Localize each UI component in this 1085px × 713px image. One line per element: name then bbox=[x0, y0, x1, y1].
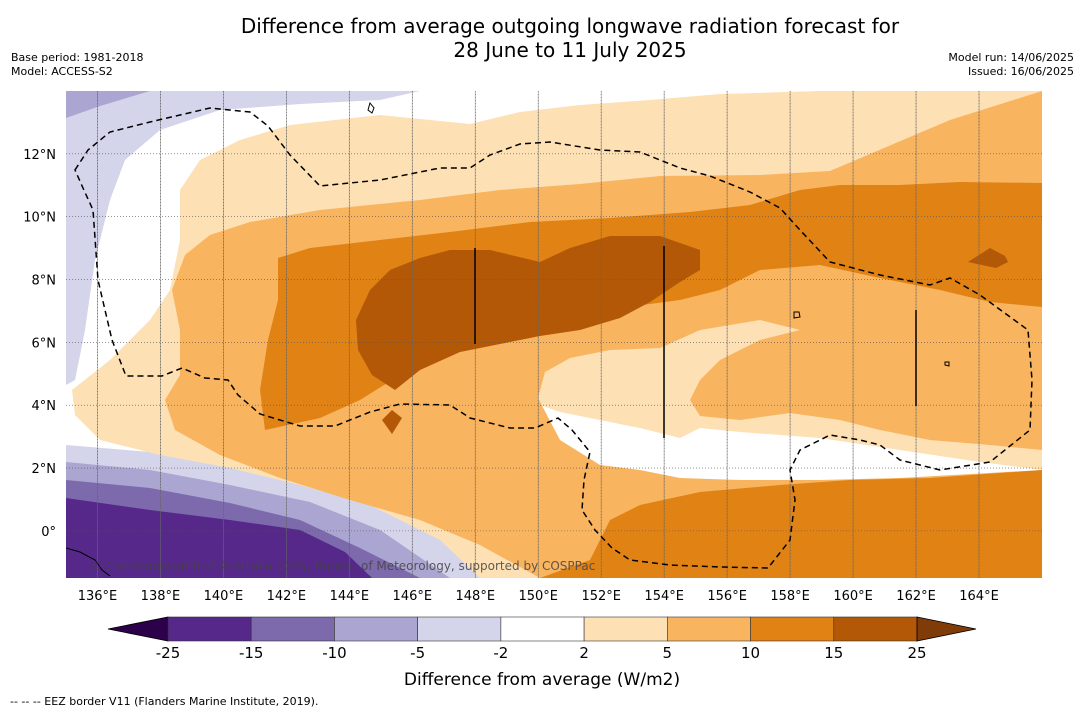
contour-minus15-south bbox=[66, 498, 372, 578]
left-meta: Base period: 1981-2018 Model: ACCESS-S2 bbox=[11, 51, 143, 79]
lat-label: 6°N bbox=[32, 336, 57, 351]
island-pohnpei bbox=[793, 311, 801, 319]
island-guam bbox=[367, 101, 375, 114]
colorbar-segment bbox=[500, 616, 585, 642]
colorbar-segment bbox=[750, 616, 835, 642]
islands bbox=[66, 101, 950, 577]
lon-label: 160°E bbox=[833, 589, 873, 604]
colorbar-tick: 25 bbox=[907, 644, 926, 662]
contour-plus15 bbox=[356, 236, 700, 390]
copyright-watermark: © Commonwealth of Australia 2025, Bureau… bbox=[90, 559, 595, 573]
lon-label: 162°E bbox=[896, 589, 936, 604]
colorbar-segment bbox=[417, 616, 502, 642]
colorbar-tick: -25 bbox=[156, 644, 181, 662]
lon-label: 156°E bbox=[707, 589, 747, 604]
title-line-2: 28 June to 11 July 2025 bbox=[453, 38, 687, 62]
colorbar-tick: 10 bbox=[741, 644, 760, 662]
base-period: Base period: 1981-2018 bbox=[11, 51, 144, 64]
island-kosrae bbox=[944, 361, 950, 367]
colorbar-label: Difference from average (W/m2) bbox=[404, 670, 680, 690]
significance-lines bbox=[474, 246, 917, 438]
lon-label: 158°E bbox=[770, 589, 810, 604]
lat-axis-labels: 12°N 10°N 8°N 6°N 4°N 2°N 0° bbox=[23, 148, 56, 540]
colorbar-segment bbox=[167, 616, 252, 642]
contour-minus2-north bbox=[66, 91, 420, 385]
issued-date: Issued: 16/06/2025 bbox=[967, 65, 1074, 78]
colorbar-tick: 2 bbox=[579, 644, 589, 662]
colorbar: -25 -15 -10 -5 -2 2 5 10 15 25 bbox=[107, 616, 977, 662]
lon-label: 146°E bbox=[393, 589, 433, 604]
contour-minus5-north bbox=[66, 91, 150, 118]
meridian-lines bbox=[97, 91, 980, 578]
map-title: Difference from average outgoing longwav… bbox=[0, 14, 1085, 62]
colorbar-tick: 15 bbox=[824, 644, 843, 662]
island-new-guinea-coast bbox=[66, 547, 111, 577]
contour-plus15-blob-2 bbox=[382, 410, 402, 434]
colorbar-segment bbox=[583, 616, 668, 642]
right-meta: Model run: 14/06/2025 Issued: 16/06/2025 bbox=[948, 51, 1074, 79]
colorbar-tick: 5 bbox=[663, 644, 673, 662]
lon-label: 152°E bbox=[581, 589, 621, 604]
lon-axis-labels: 136°E 138°E 140°E 142°E 144°E 146°E 148°E 150°E… bbox=[78, 589, 999, 604]
lat-label: 8°N bbox=[32, 274, 57, 289]
lon-label: 148°E bbox=[456, 589, 496, 604]
lat-label: 4°N bbox=[32, 399, 57, 414]
colorbar-over-arrow bbox=[916, 616, 977, 642]
colorbar-segment bbox=[833, 616, 918, 642]
lon-label: 150°E bbox=[518, 589, 558, 604]
model-name: Model: ACCESS-S2 bbox=[11, 65, 113, 78]
colorbar-under-arrow bbox=[107, 616, 169, 642]
lon-label: 140°E bbox=[204, 589, 244, 604]
eez-border-west bbox=[74, 107, 1033, 569]
map-plot bbox=[66, 91, 1042, 578]
lon-label: 136°E bbox=[78, 589, 118, 604]
lon-label: 142°E bbox=[267, 589, 307, 604]
colorbar-segment bbox=[334, 616, 418, 642]
lon-label: 138°E bbox=[141, 589, 181, 604]
lon-label: 164°E bbox=[959, 589, 999, 604]
colorbar-segment bbox=[667, 616, 751, 642]
lat-label: 0° bbox=[41, 525, 56, 540]
colorbar-tick: -5 bbox=[410, 644, 425, 662]
colorbar-tick: -2 bbox=[493, 644, 508, 662]
lon-label: 154°E bbox=[644, 589, 684, 604]
colorbar-tick: -15 bbox=[239, 644, 264, 662]
contour-plus15-blob-1 bbox=[968, 248, 1008, 268]
lon-label: 144°E bbox=[330, 589, 370, 604]
model-run: Model run: 14/06/2025 bbox=[948, 51, 1074, 64]
title-line-1: Difference from average outgoing longwav… bbox=[240, 14, 900, 38]
lat-label: 10°N bbox=[23, 211, 56, 226]
lat-label: 2°N bbox=[32, 462, 57, 477]
colorbar-segment bbox=[250, 616, 335, 642]
eez-footnote: -- -- -- EEZ border V11 (Flanders Marine… bbox=[10, 695, 319, 708]
colorbar-tick: -10 bbox=[322, 644, 347, 662]
lat-label: 12°N bbox=[23, 148, 56, 163]
